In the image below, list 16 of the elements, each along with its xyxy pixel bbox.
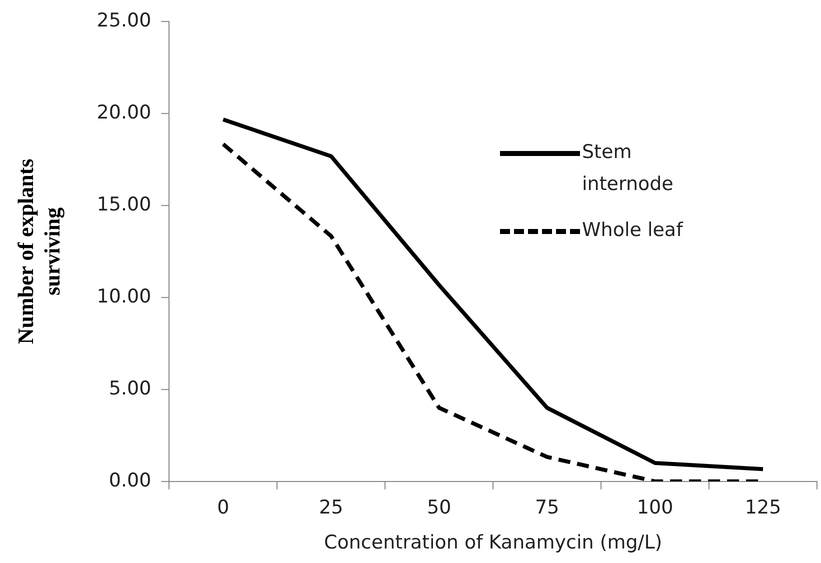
legend-label: Whole leaf: [582, 218, 684, 243]
x-tick-label: 50: [427, 496, 452, 519]
y-axis-title: Number of explants surviving: [12, 158, 64, 344]
x-tick-label: 0: [217, 496, 230, 519]
x-tick-label: 100: [636, 496, 674, 519]
y-tick-label: 10.00: [96, 285, 152, 308]
y-tick-label: 20.00: [96, 101, 152, 124]
y-tick-label: 15.00: [96, 193, 152, 216]
x-tick-label: 25: [319, 496, 344, 519]
x-axis-title: Concentration of Kanamycin (mg/L): [324, 532, 662, 554]
y-tick-label: 0.00: [108, 469, 152, 492]
x-tick-label: 75: [534, 496, 560, 519]
legend-label: Stem internode: [582, 140, 674, 197]
x-tick-label: 125: [744, 496, 782, 519]
y-tick-label: 5.00: [108, 377, 152, 400]
y-tick-label: 25.00: [96, 9, 152, 32]
